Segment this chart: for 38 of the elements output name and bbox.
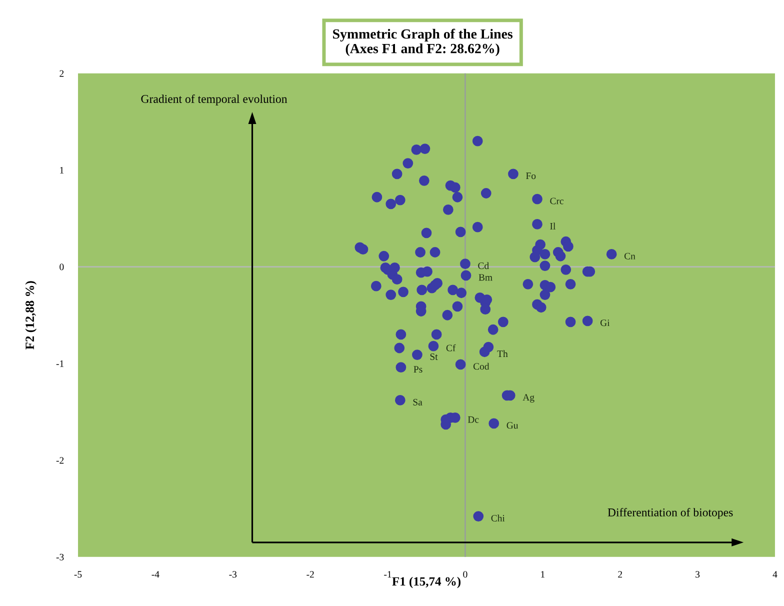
x-tick-label: -5	[74, 571, 82, 578]
annotation: Cf	[446, 344, 456, 352]
annotation: Dc	[468, 416, 479, 423]
annotation: St	[430, 353, 438, 360]
x-tick-label: -2	[306, 571, 314, 578]
y-tick-label: -3	[56, 554, 64, 560]
annotation: Gradient of temporal evolution	[141, 94, 288, 106]
y-tick-label: 1	[60, 167, 64, 174]
annotation: Fo	[526, 172, 536, 180]
x-tick-label: 4	[772, 571, 778, 578]
x-tick-label: 2	[618, 571, 622, 578]
y-axis-title: F2 (12,88 %)	[25, 281, 37, 350]
y-tick-label: 0	[60, 264, 64, 270]
x-axis-title: F1 (15,74 %)	[392, 576, 460, 588]
annotation: Sa	[413, 398, 422, 406]
annotation: Chi	[491, 514, 505, 522]
chart-title: Symmetric Graph of the Lines (Axes F1 and F2: 28.62%)	[333, 28, 513, 56]
y-tick-label: 2	[60, 70, 64, 77]
annotation: Gu	[506, 422, 518, 429]
annotation: Il	[550, 222, 556, 230]
annotation: Th	[497, 350, 508, 357]
annotation: Bm	[478, 274, 492, 281]
annotation: Gi	[600, 320, 610, 326]
x-tick-label: 0	[463, 571, 468, 578]
annotation: Ps	[414, 366, 422, 373]
annotation: Crc	[550, 198, 564, 204]
y-tick-label: -2	[56, 457, 64, 464]
annotation: Differentiation of biotopes	[608, 508, 733, 519]
annotation: Cod	[473, 362, 490, 370]
x-tick-label: -1	[384, 571, 392, 578]
y-tick-label: -1	[56, 360, 64, 367]
annotation: Cd	[478, 262, 489, 270]
x-tick-label: 1	[541, 571, 545, 578]
x-tick-label: -4	[152, 571, 160, 578]
x-tick-label: -3	[229, 571, 237, 578]
annotation: Ag	[522, 394, 534, 403]
x-tick-label: 3	[696, 571, 700, 578]
annotation: Cn	[624, 252, 636, 260]
